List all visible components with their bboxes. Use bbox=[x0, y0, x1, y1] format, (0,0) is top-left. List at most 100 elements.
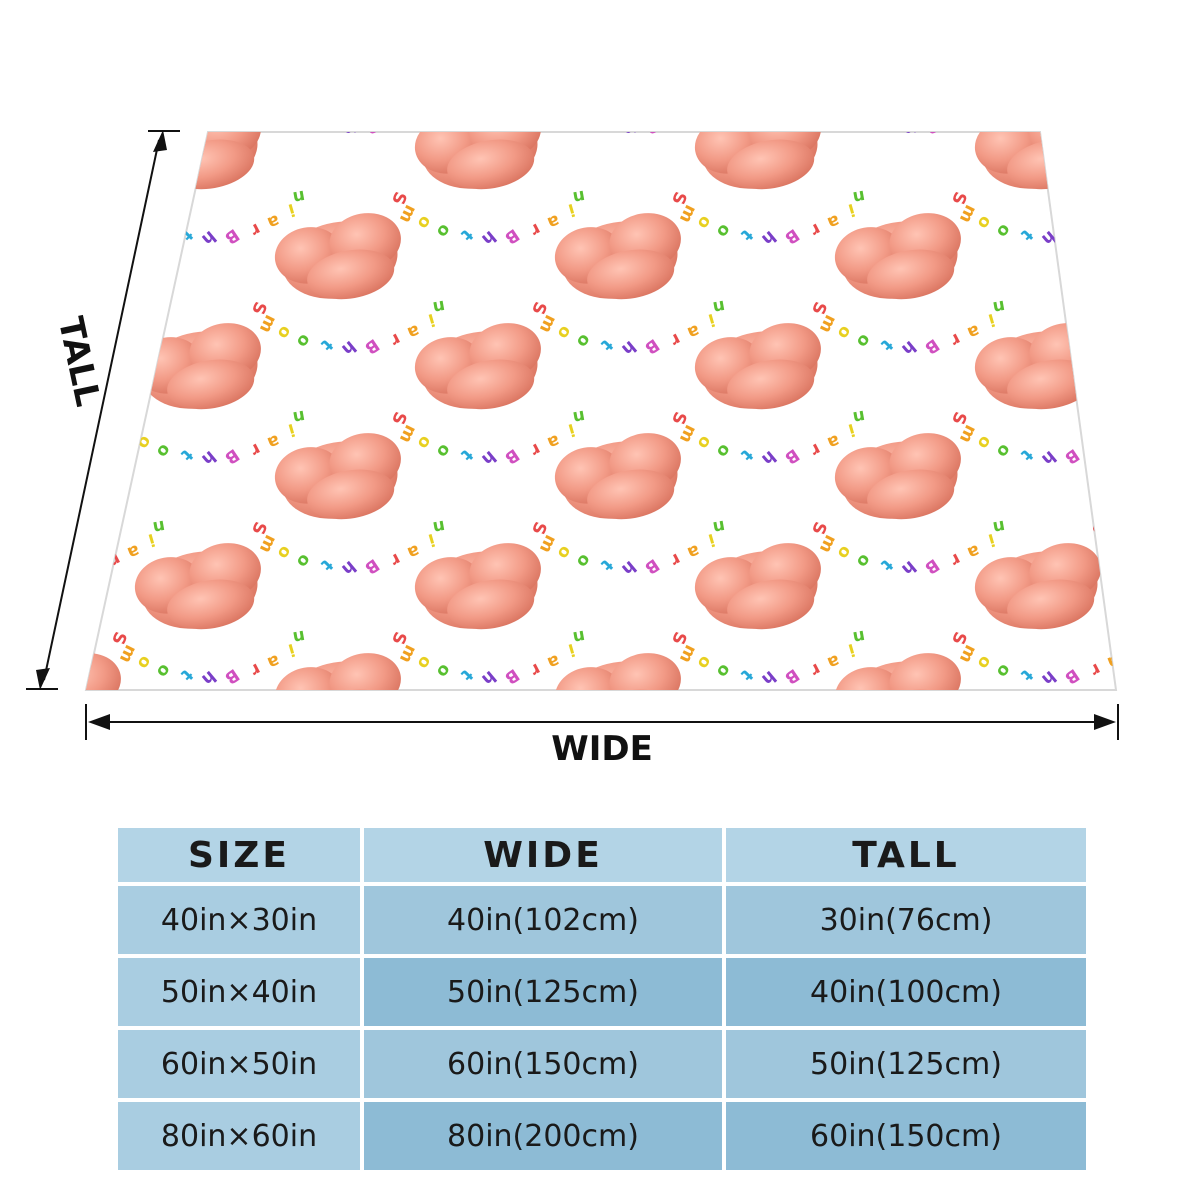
pattern-letter: a bbox=[0, 210, 3, 233]
wide-cell: 80in(200cm) bbox=[364, 1102, 722, 1170]
pattern-letter: a bbox=[964, 100, 982, 123]
pattern-letter: n bbox=[291, 626, 306, 648]
pattern-letter: r bbox=[1087, 439, 1104, 461]
pattern-letter: t bbox=[1157, 775, 1177, 795]
pattern-letter: B bbox=[921, 114, 943, 138]
pattern-letter: o bbox=[0, 762, 16, 783]
brain-motif bbox=[1110, 0, 1200, 91]
pattern-letter: r bbox=[947, 109, 964, 131]
pattern-letter: m bbox=[255, 91, 281, 116]
pattern-letter: n bbox=[431, 516, 446, 538]
pattern-letter: m bbox=[1095, 751, 1121, 776]
pattern-letter: h bbox=[338, 776, 360, 799]
brain-motif bbox=[134, 543, 261, 630]
pattern-letter: r bbox=[107, 769, 124, 791]
pattern-letter: n bbox=[11, 406, 26, 428]
pattern-letter: a bbox=[1104, 430, 1122, 453]
pattern-letter: i bbox=[426, 309, 437, 330]
pattern-letter: a bbox=[1104, 210, 1122, 233]
brain-motif bbox=[86, 213, 121, 300]
pattern-letter: m bbox=[535, 91, 561, 116]
pattern-letter: a bbox=[1104, 870, 1122, 893]
pattern-letter: o bbox=[572, 770, 595, 792]
pattern-letter: B bbox=[81, 774, 103, 798]
pattern-letter: t bbox=[597, 775, 617, 795]
brain-motif bbox=[274, 213, 401, 300]
pattern-letter: t bbox=[37, 775, 57, 795]
brain-motif bbox=[554, 433, 681, 520]
pattern-letter: i bbox=[1126, 199, 1137, 220]
pattern-letter: h bbox=[338, 116, 360, 139]
pattern-letter: h bbox=[618, 776, 640, 799]
size-cell: 50in×40in bbox=[118, 958, 360, 1026]
pattern-letter: o bbox=[572, 110, 595, 132]
brain-motif bbox=[834, 433, 961, 520]
pattern-letter: a bbox=[0, 430, 3, 453]
brain-motif bbox=[414, 323, 541, 410]
pattern-letter: m bbox=[115, 201, 141, 226]
pattern-letter: a bbox=[0, 650, 3, 673]
pattern-letter: n bbox=[151, 516, 166, 538]
pattern-letter: n bbox=[711, 736, 726, 758]
pattern-letter: i bbox=[986, 89, 997, 110]
pattern-letter: t bbox=[317, 775, 337, 795]
pattern-letter: a bbox=[964, 760, 982, 783]
pattern-letter: i bbox=[846, 199, 857, 220]
pattern-letter: n bbox=[11, 846, 26, 868]
pattern-letter: m bbox=[815, 751, 841, 776]
pattern-letter: o bbox=[292, 110, 315, 132]
pattern-letter: m bbox=[115, 421, 141, 446]
pattern-letter: S bbox=[1087, 299, 1110, 317]
pattern-letter: S bbox=[1087, 739, 1110, 757]
pattern-letter: m bbox=[0, 751, 1, 776]
pattern-letter: n bbox=[1131, 186, 1146, 208]
size-table: SIZE WIDE TALL 40in×30in 40in(102cm) 30i… bbox=[114, 824, 1090, 1174]
pattern-letter: m bbox=[255, 751, 281, 776]
pattern-letter: o bbox=[0, 102, 16, 123]
pattern-letter: o bbox=[12, 110, 35, 132]
size-cell: 60in×50in bbox=[118, 1030, 360, 1098]
pattern-letter: i bbox=[846, 419, 857, 440]
pattern-letter: B bbox=[361, 774, 383, 798]
pattern-letter: i bbox=[986, 529, 997, 550]
tall-cell: 50in(125cm) bbox=[726, 1030, 1086, 1098]
brain-motif bbox=[1114, 447, 1116, 504]
brain-motif bbox=[274, 653, 401, 690]
pattern-letter: B bbox=[921, 774, 943, 798]
pattern-letter: h bbox=[1178, 116, 1200, 139]
pattern-letter: m bbox=[1095, 91, 1121, 116]
pattern-letter: i bbox=[566, 639, 577, 660]
pattern-letter: a bbox=[124, 320, 142, 343]
pattern-letter: o bbox=[1132, 550, 1155, 572]
pattern-letter: i bbox=[146, 309, 157, 330]
pattern-letter: n bbox=[571, 626, 586, 648]
brain-motif bbox=[550, 0, 690, 91]
size-cell: 80in×60in bbox=[118, 1102, 360, 1170]
brain-motif bbox=[86, 653, 121, 690]
pattern-letter: i bbox=[986, 309, 997, 330]
pattern-letter: n bbox=[851, 626, 866, 648]
pattern-letter: i bbox=[986, 749, 997, 770]
pattern-letter: S bbox=[107, 409, 130, 427]
pattern-letter: n bbox=[851, 406, 866, 428]
pattern-letter: B bbox=[361, 114, 383, 138]
pattern-letter: o bbox=[273, 762, 296, 783]
pattern-letter: o bbox=[12, 330, 35, 352]
pattern-letter: n bbox=[1131, 846, 1146, 868]
pattern-letter: o bbox=[292, 770, 315, 792]
pattern-letter: S bbox=[527, 739, 550, 757]
pattern-letter: o bbox=[553, 102, 576, 123]
brain-motif bbox=[414, 132, 541, 190]
pattern-letter: S bbox=[247, 739, 270, 757]
table-row: 50in×40in 50in(125cm) 40in(100cm) bbox=[118, 958, 1086, 1026]
brain-motif bbox=[694, 132, 821, 190]
pattern-letter: n bbox=[571, 406, 586, 428]
pattern-letter: n bbox=[431, 296, 446, 318]
pattern-letter: S bbox=[807, 739, 830, 757]
brain-motif bbox=[694, 323, 821, 410]
pattern-letter: o bbox=[1132, 110, 1155, 132]
pattern-letter: n bbox=[711, 296, 726, 318]
table-row: 60in×50in 60in(150cm) 50in(125cm) bbox=[118, 1030, 1086, 1098]
arrow-right-icon bbox=[1094, 714, 1116, 730]
